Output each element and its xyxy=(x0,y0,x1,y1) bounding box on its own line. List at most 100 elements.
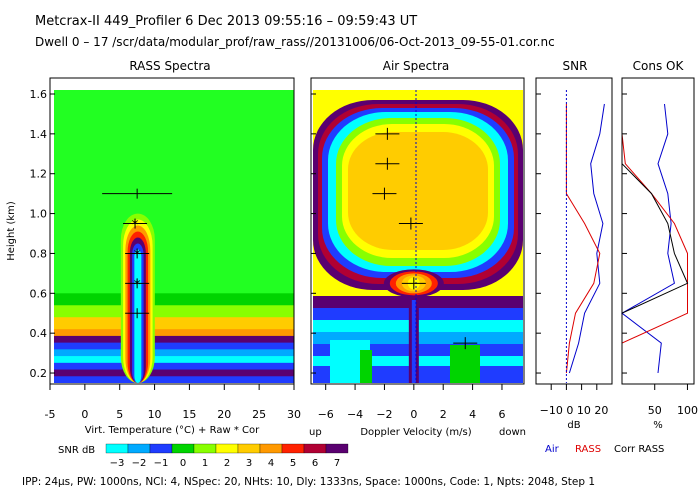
x-tick-label: 25 xyxy=(252,408,266,421)
rass-panel-title: RASS Spectra xyxy=(129,59,210,73)
snr-legend-swatch xyxy=(325,443,349,454)
x-tick-label: -5 xyxy=(45,408,56,421)
snr-tick-labels: −10 0 10 20 xyxy=(540,404,609,417)
rass-heatmap xyxy=(54,90,294,383)
snr-legend-tick: 5 xyxy=(290,458,296,469)
x-tick-label: 50 xyxy=(648,404,662,417)
snr-legend-tick: −2 xyxy=(132,458,147,469)
x-tick-label: 6 xyxy=(498,408,505,421)
y-tick-label: 1.4 xyxy=(30,128,48,141)
air-contour-layers xyxy=(313,100,523,383)
cons-x-ticks: 50 100 xyxy=(648,384,698,417)
x-tick-label: 10 xyxy=(148,408,162,421)
air-x-label-down: down xyxy=(499,427,526,438)
series-line-air xyxy=(568,103,605,374)
rass-floor-bands xyxy=(54,293,294,383)
snr-legend-swatch xyxy=(127,443,151,454)
x-tick-label: 2 xyxy=(440,408,447,421)
snr-legend-tick: 2 xyxy=(224,458,230,469)
snr-legend-swatch xyxy=(303,443,327,454)
snr-x-ticks xyxy=(550,384,598,390)
series-line-rass xyxy=(621,104,688,373)
snr-color-legend: SNR dB −3 −2 −1 0 1 2 3 4 5 6 7 xyxy=(58,443,349,469)
snr-legend-tick: 1 xyxy=(202,458,208,469)
y-tick-label: 0.6 xyxy=(30,287,48,300)
rass-spectra-panel: -5 0 5 10 15 20 25 30 0.20.40.60.81.01.21.41.6 … xyxy=(6,77,301,436)
x-tick-label: −6 xyxy=(318,408,334,421)
y-tick-label: 1.0 xyxy=(30,208,48,221)
air-contour-layer xyxy=(348,132,488,250)
snr-frame xyxy=(535,77,613,385)
air-panel-title: Air Spectra xyxy=(383,59,450,73)
snr-legend-swatch xyxy=(149,443,173,454)
snr-legend-tick: 6 xyxy=(312,458,318,469)
series-line-air xyxy=(621,103,675,374)
y-tick-label: 1.2 xyxy=(30,168,48,181)
cons-ok-panel: 50 100 % xyxy=(621,77,698,431)
legend-corr-label: Corr RASS xyxy=(614,444,664,455)
air-lower-patch xyxy=(360,350,372,383)
x-tick-label: 100 xyxy=(677,404,698,417)
snr-legend-ticks: −3 −2 −1 0 1 2 3 4 5 6 7 xyxy=(110,458,341,469)
legend-air-label: Air xyxy=(545,444,560,455)
rass-plume-layer xyxy=(134,249,142,383)
rass-x-ticks: -5 0 5 10 15 20 25 30 xyxy=(45,384,301,421)
snr-legend-swatch xyxy=(281,443,305,454)
snr-lines xyxy=(565,90,605,383)
x-tick-label: 30 xyxy=(287,408,301,421)
snr-legend-label: SNR dB xyxy=(58,445,95,456)
y-tick-label: 0.8 xyxy=(30,247,48,260)
series-line-corr-rass xyxy=(621,104,689,373)
air-x-label-up: up xyxy=(309,427,322,438)
rass-y-label: Height (km) xyxy=(6,201,17,261)
rass-frame xyxy=(49,77,295,385)
legend-rass-label: RASS xyxy=(575,444,601,455)
cons-x-label: % xyxy=(653,420,663,431)
x-tick-label: 4 xyxy=(469,408,476,421)
x-tick-label: 15 xyxy=(182,408,196,421)
x-tick-label: 0 xyxy=(410,408,417,421)
snr-legend-swatch xyxy=(105,443,129,454)
y-tick-label: 1.6 xyxy=(30,88,48,101)
snr-legend-tick: 0 xyxy=(180,458,186,469)
cons-y-ticks xyxy=(622,93,627,374)
x-tick-label: 20 xyxy=(217,408,231,421)
air-heatmap xyxy=(313,90,523,383)
cor-marker: * xyxy=(134,277,141,293)
cor-marker: * xyxy=(134,247,141,263)
air-spectra-panel: −6 −4 −2 0 2 4 6 up Doppler Velocity (m/s) dow… xyxy=(309,77,526,438)
snr-legend-tick: −3 xyxy=(110,458,125,469)
air-lower-patch xyxy=(450,345,480,383)
snr-legend-tick: 3 xyxy=(246,458,252,469)
snr-panel-title: SNR xyxy=(563,59,588,73)
snr-x-label: dB xyxy=(567,420,580,431)
chart-header-subtitle: Dwell 0 – 17 /scr/data/modular_prof/raw_… xyxy=(35,35,555,49)
snr-legend-tick: 4 xyxy=(268,458,274,469)
snr-legend-swatch xyxy=(237,443,261,454)
snr-legend-tick: −1 xyxy=(154,458,169,469)
rass-plume xyxy=(120,213,155,383)
snr-legend-swatch xyxy=(193,443,217,454)
y-tick-label: 0.2 xyxy=(30,367,48,380)
snr-legend-swatch xyxy=(171,443,195,454)
rass-y-ticks: 0.2 0.4 0.6 0.8 1.0 1.2 1.4 1.6 xyxy=(30,88,55,380)
snr-legend-tick: 7 xyxy=(334,458,340,469)
series-line-rass xyxy=(565,104,601,374)
x-tick-label: −4 xyxy=(347,408,363,421)
chart-footer-params: IPP: 24μs, PW: 1000ns, NCI: 4, NSpec: 20… xyxy=(22,476,595,488)
cor-marker: * xyxy=(132,218,139,234)
cons-frame xyxy=(621,77,695,385)
snr-legend-swatch xyxy=(259,443,283,454)
cons-panel-title: Cons OK xyxy=(633,59,685,73)
x-tick-label: −2 xyxy=(376,408,392,421)
air-x-ticks: −6 −4 −2 0 2 4 6 xyxy=(318,384,505,421)
rass-band xyxy=(54,369,294,383)
air-center-column xyxy=(411,300,416,383)
x-tick-label: 5 xyxy=(116,408,123,421)
rass-x-label: Virt. Temperature (°C) + Raw * Cor xyxy=(85,425,260,436)
snr-legend-swatch xyxy=(215,443,239,454)
snr-legend-swatches xyxy=(105,443,349,454)
air-y-ticks xyxy=(311,93,316,374)
air-markers xyxy=(372,127,478,350)
